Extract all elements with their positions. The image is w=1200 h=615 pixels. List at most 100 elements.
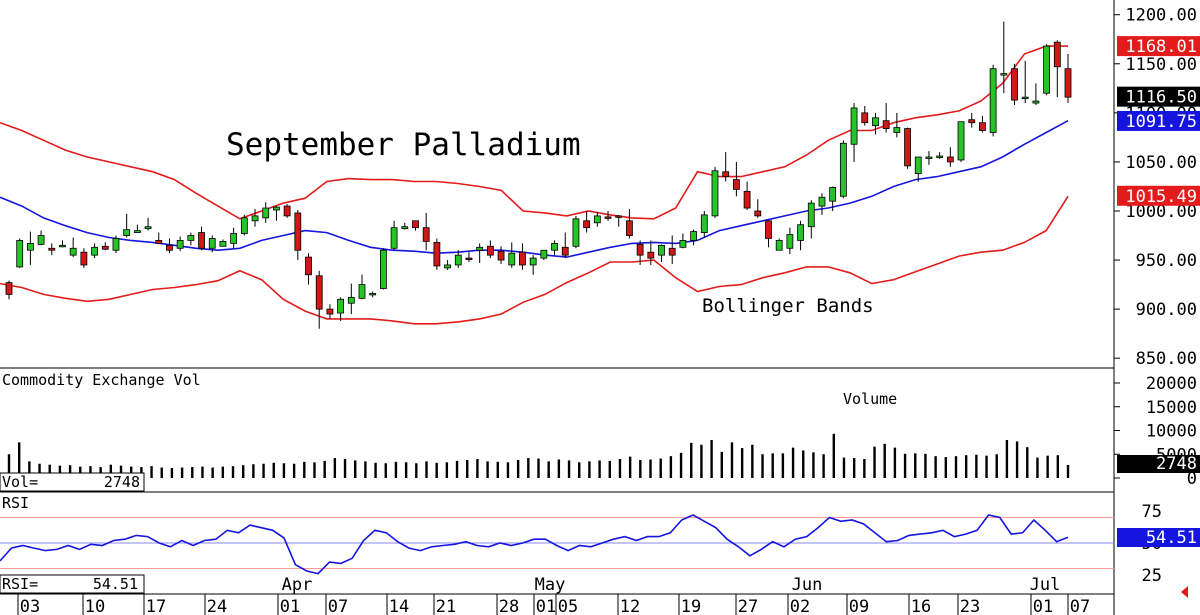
- candle: [166, 238, 173, 254]
- panel-frames: [0, 0, 1115, 615]
- candle-body: [647, 251, 655, 259]
- x-tick-label: 21: [436, 597, 456, 615]
- volume-readout-label: Vol=: [2, 473, 38, 491]
- candle: [5, 280, 13, 300]
- candle-body: [347, 296, 355, 304]
- rsi-panel-label: RSI: [2, 494, 29, 512]
- candle-body: [454, 254, 462, 266]
- volume-bars: [7, 433, 1070, 478]
- candle: [305, 253, 312, 285]
- candle-body: [465, 257, 473, 260]
- candle: [904, 127, 911, 169]
- candle-body: [743, 190, 751, 209]
- candle: [486, 240, 494, 259]
- candle-body: [1000, 73, 1008, 76]
- candle-body: [433, 241, 441, 267]
- candle: [1043, 44, 1051, 96]
- candle-body: [722, 171, 730, 178]
- candle: [722, 152, 730, 182]
- candle: [968, 112, 976, 128]
- candle-body: [422, 227, 430, 242]
- x-tick-label: 09: [849, 597, 869, 615]
- candle: [1021, 60, 1029, 104]
- x-tick-label: 28: [499, 597, 519, 615]
- price-tag-text: 1015.49: [1125, 187, 1197, 207]
- candle-body: [1053, 41, 1061, 68]
- rsi-line: [0, 514, 1069, 575]
- candle-body: [936, 155, 944, 158]
- candle-body: [700, 214, 708, 233]
- candle: [59, 240, 66, 248]
- candle-body: [968, 119, 976, 124]
- bollinger-upper-line: [0, 45, 1068, 220]
- candle: [347, 283, 355, 315]
- candle-body: [133, 230, 141, 233]
- candle: [636, 240, 644, 265]
- candle: [775, 238, 783, 251]
- candle-body: [583, 220, 591, 229]
- candle: [615, 214, 623, 227]
- candle: [123, 213, 131, 238]
- candle-body: [519, 251, 526, 266]
- price-tags: 1168.01 1116.50 1091.75 1015.49: [1117, 36, 1200, 207]
- candle-body: [658, 244, 665, 256]
- candle-body: [123, 229, 131, 236]
- candle-body: [1043, 45, 1051, 94]
- candle-body: [176, 240, 184, 249]
- candle-body: [540, 249, 548, 259]
- candle: [1064, 53, 1072, 104]
- candle: [765, 220, 772, 248]
- candle-body: [765, 220, 772, 239]
- price-tick-label: 1200.00: [1125, 6, 1197, 26]
- candle-body: [979, 122, 986, 131]
- price-tag-text: 1168.01: [1125, 37, 1197, 57]
- candle: [979, 115, 986, 133]
- rsi-readout-label: RSI=: [2, 575, 38, 593]
- bollinger-bands-label: Bollinger Bands: [702, 295, 874, 317]
- candle-body: [358, 284, 366, 299]
- candle: [390, 220, 398, 251]
- x-month-label: May: [535, 575, 566, 595]
- candle-body: [198, 232, 205, 249]
- x-tick-label: 12: [620, 597, 640, 615]
- volume-panel-label: Commodity Exchange Vol: [2, 371, 201, 389]
- x-tick-label: 03: [20, 597, 40, 615]
- scroll-arrow-icon[interactable]: [1181, 586, 1188, 598]
- price-tag-text: 1091.75: [1125, 112, 1197, 132]
- price-axis-ticks: 1200.001150.001100.001050.001000.00950.0…: [1114, 6, 1197, 369]
- candle: [690, 229, 698, 246]
- x-tick-label: 14: [389, 597, 409, 615]
- candle-body: [486, 245, 494, 256]
- candle-body: [561, 246, 569, 256]
- candle: [133, 224, 141, 233]
- x-tick-label: 07: [328, 597, 348, 615]
- candle-body: [5, 282, 13, 295]
- candle-body: [283, 205, 291, 217]
- candle: [208, 235, 216, 253]
- candle: [155, 232, 163, 244]
- candle-body: [476, 246, 484, 251]
- price-tag-box: [1117, 36, 1200, 57]
- candle-body: [59, 244, 66, 248]
- rsi-tick-label: 75: [1142, 502, 1162, 522]
- candle: [540, 249, 548, 261]
- candle-body: [925, 156, 933, 159]
- x-tick-label: 01: [1033, 597, 1053, 615]
- rsi-readout: RSI= 54.51: [0, 574, 145, 594]
- candle: [829, 186, 837, 211]
- candle: [626, 209, 633, 239]
- candle: [1000, 21, 1008, 94]
- candle-body: [861, 112, 869, 124]
- candle: [604, 210, 612, 221]
- candle: [433, 238, 441, 270]
- candle-body: [273, 206, 280, 211]
- candle-body: [946, 156, 954, 163]
- x-tick-label: 02: [790, 597, 810, 615]
- candle: [80, 248, 88, 268]
- candle-body: [839, 142, 847, 197]
- candle-body: [604, 216, 612, 219]
- rsi-last-tag: [1117, 528, 1200, 547]
- candle-body: [101, 245, 109, 250]
- candle: [144, 217, 152, 231]
